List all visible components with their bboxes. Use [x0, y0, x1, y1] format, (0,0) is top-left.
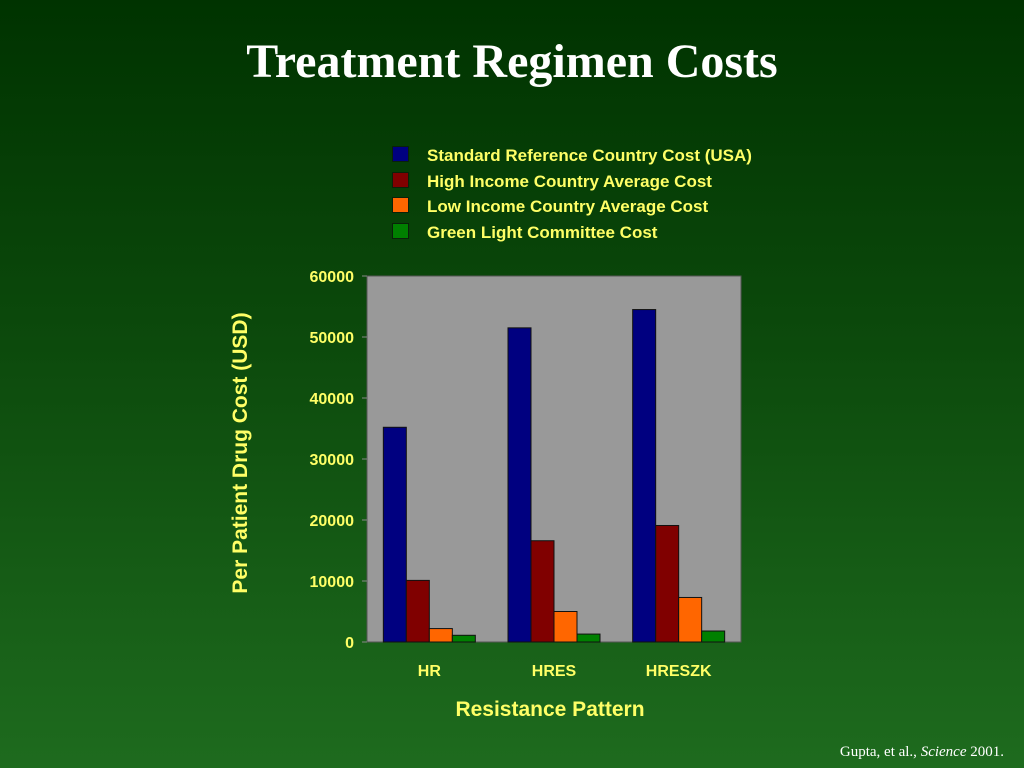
- citation: Gupta, et al., Science 2001.: [840, 744, 1004, 761]
- legend-swatch: [392, 222, 409, 239]
- y-tick-label: 60000: [310, 269, 355, 286]
- x-axis-title: Resistance Pattern: [455, 698, 644, 721]
- bar: [530, 540, 555, 643]
- y-tick-label: 10000: [310, 574, 355, 591]
- bar: [576, 633, 601, 643]
- legend-label: Standard Reference Country Cost (USA): [427, 146, 752, 165]
- x-tick-label: HR: [418, 663, 442, 680]
- legend-swatch: [392, 146, 409, 162]
- y-tick-label: 40000: [310, 391, 355, 408]
- bar: [382, 426, 407, 643]
- bar: [701, 630, 726, 643]
- x-tick-label: HRESZK: [646, 663, 712, 680]
- page-title: Treatment Regimen Costs: [246, 35, 778, 88]
- legend-label: Low Income Country Average Cost: [427, 197, 709, 216]
- bar: [678, 596, 703, 643]
- bar: [428, 628, 453, 643]
- legend-label: Green Light Committee Cost: [427, 222, 658, 242]
- legend-swatch: [392, 197, 409, 213]
- bar: [507, 327, 532, 643]
- citation-journal: Science: [920, 744, 967, 760]
- y-tick-label: 0: [345, 635, 354, 652]
- legend-label: High Income Country Average Cost: [427, 171, 712, 191]
- bar: [553, 611, 578, 643]
- y-tick-label: 50000: [310, 330, 355, 347]
- citation-year: 2001.: [970, 744, 1004, 760]
- bar: [451, 634, 476, 643]
- bar: [632, 309, 657, 643]
- y-tick-label: 20000: [310, 513, 355, 530]
- y-tick-label: 30000: [310, 452, 355, 469]
- bar: [655, 524, 680, 643]
- citation-authors: Gupta, et al.,: [839, 744, 917, 760]
- legend-swatch: [392, 171, 409, 188]
- x-tick-label: HRES: [532, 663, 577, 680]
- bar: [405, 579, 430, 643]
- y-axis-title: Per Patient Drug Cost (USD): [229, 312, 252, 593]
